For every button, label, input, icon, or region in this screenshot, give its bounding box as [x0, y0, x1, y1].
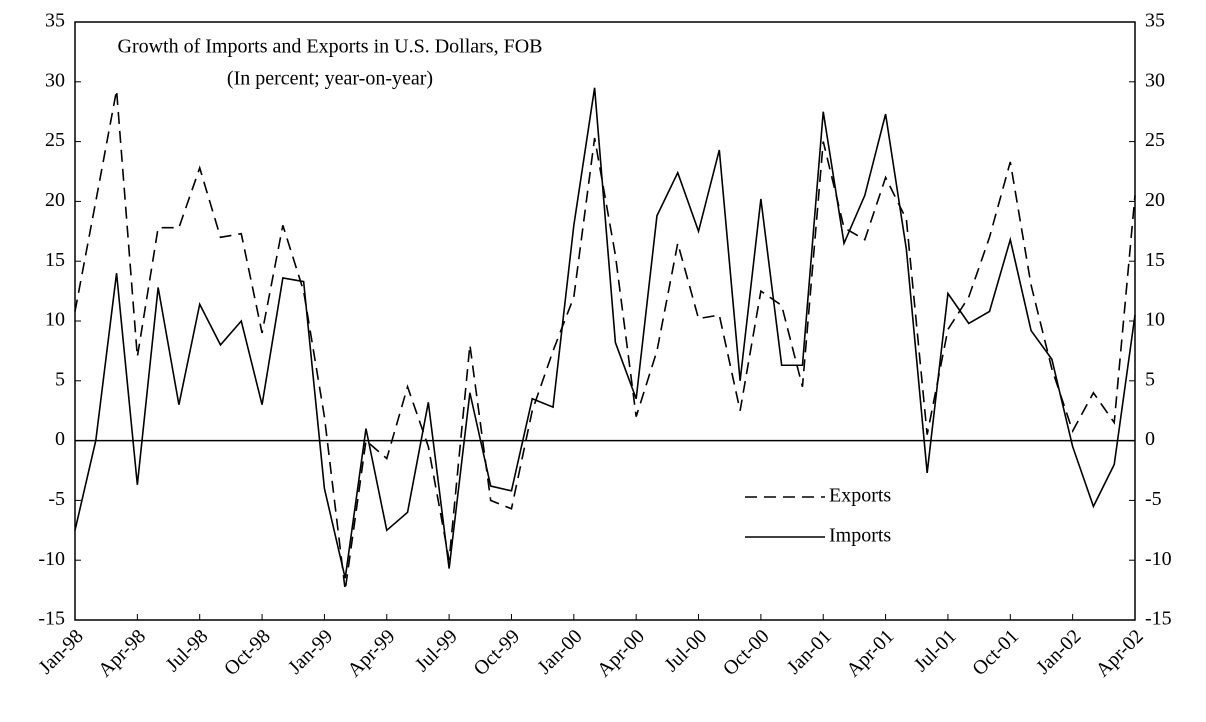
y2-tick-label: 35 — [1145, 10, 1165, 32]
y-tick-label: -10 — [38, 548, 65, 570]
y-tick-label: 35 — [45, 10, 65, 32]
x-tick-label: Jul-99 — [411, 625, 462, 676]
y-tick-label: 25 — [45, 129, 65, 151]
y-tick-label: 15 — [45, 249, 65, 271]
x-tick-label: Jan-00 — [533, 625, 586, 678]
series-line — [74, 87, 1136, 579]
y2-tick-label: -15 — [1145, 608, 1172, 630]
x-tick-label: Oct-00 — [719, 625, 774, 680]
y2-tick-label: 25 — [1145, 129, 1165, 151]
x-tick-label: Apr-98 — [94, 625, 150, 681]
x-tick-label: Apr-01 — [842, 625, 898, 681]
y-tick-label: 10 — [45, 309, 65, 331]
y-tick-label: 20 — [45, 189, 65, 211]
x-tick-label: Jul-98 — [162, 625, 213, 676]
y-tick-label: 5 — [55, 368, 65, 390]
y2-tick-label: 20 — [1145, 189, 1165, 211]
series-line — [74, 90, 1136, 591]
x-tick-label: Jan-98 — [35, 625, 88, 678]
x-tick-label: Jul-00 — [660, 625, 711, 676]
x-tick-label: Oct-98 — [220, 625, 275, 680]
y-tick-label: 30 — [45, 69, 65, 91]
legend-label: Exports — [829, 485, 891, 507]
x-tick-label: Jan-01 — [783, 625, 836, 678]
x-tick-label: Jul-01 — [910, 625, 961, 676]
y-tick-label: 0 — [55, 428, 65, 450]
legend-label: Imports — [829, 525, 891, 547]
x-tick-label: Oct-01 — [968, 625, 1023, 680]
x-tick-label: Apr-02 — [1092, 625, 1148, 681]
x-tick-label: Oct-99 — [469, 625, 524, 680]
y2-tick-label: -10 — [1145, 548, 1172, 570]
y2-tick-label: 30 — [1145, 69, 1165, 91]
x-tick-label: Apr-99 — [343, 625, 399, 681]
chart-title: Growth of Imports and Exports in U.S. Do… — [118, 36, 543, 58]
y-tick-label: -5 — [48, 488, 65, 510]
chart-subtitle: (In percent; year-on-year) — [227, 68, 433, 90]
y2-tick-label: 5 — [1145, 368, 1155, 390]
x-tick-label: Jan-02 — [1032, 625, 1085, 678]
y2-tick-label: 0 — [1145, 428, 1155, 450]
y2-tick-label: 15 — [1145, 249, 1165, 271]
y-tick-label: -15 — [38, 608, 65, 630]
y2-tick-label: -5 — [1145, 488, 1162, 510]
x-tick-label: Apr-00 — [593, 625, 649, 681]
x-tick-label: Jan-99 — [284, 625, 337, 678]
y2-tick-label: 10 — [1145, 309, 1165, 331]
plot-frame — [74, 21, 1136, 621]
